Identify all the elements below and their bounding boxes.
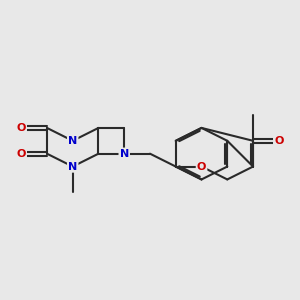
Text: N: N xyxy=(68,136,77,146)
Text: O: O xyxy=(16,149,26,159)
Text: N: N xyxy=(120,149,129,159)
Text: O: O xyxy=(16,123,26,133)
Text: O: O xyxy=(197,162,206,172)
Text: O: O xyxy=(274,136,283,146)
Text: N: N xyxy=(68,162,77,172)
